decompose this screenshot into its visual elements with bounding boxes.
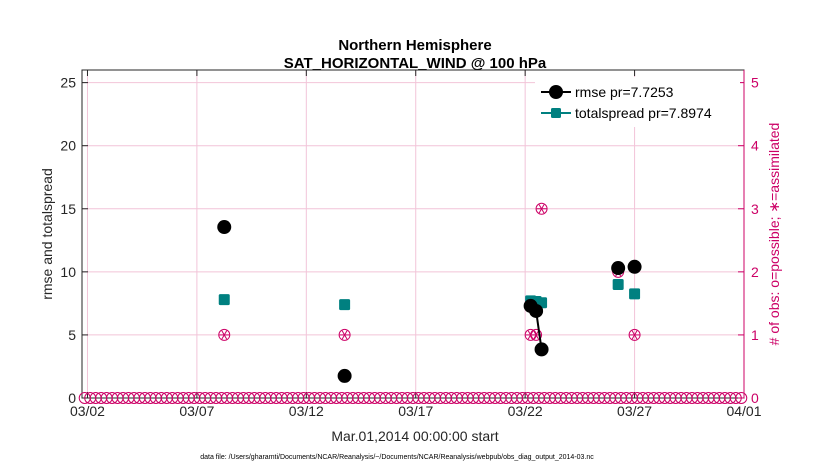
y-right-tick-label: 5 [751, 75, 759, 91]
x-axis: 03/02 03/07 03/12 03/17 03/22 03/27 04/01 [70, 70, 762, 419]
y-axis-label: rmse and totalspread [39, 168, 55, 300]
obs-assimilated-star [538, 204, 545, 214]
x-axis-label: Mar.01,2014 00:00:00 start [331, 428, 498, 444]
data-file-footnote: data file: /Users/gharamti/Documents/NCA… [200, 454, 594, 461]
legend: rmse pr=7.7253 totalspread pr=7.8974 [535, 77, 740, 127]
y-axis-right: 0 1 2 3 4 5 [738, 70, 759, 406]
y-axis-left: 0 5 10 15 20 25 [60, 75, 88, 406]
rmse-point [627, 259, 642, 274]
x-tick-label: 03/12 [289, 403, 324, 419]
obs-possible-circle [729, 392, 742, 404]
spread-point [629, 288, 641, 300]
y-right-tick-label: 1 [751, 327, 759, 343]
rmse-point [611, 261, 626, 276]
spread-point [339, 299, 351, 311]
obs-marker [218, 328, 231, 341]
obs-count-series [78, 202, 748, 404]
y-right-tick-label: 3 [751, 201, 759, 217]
x-tick-label: 04/01 [726, 403, 761, 419]
y-tick-label: 20 [60, 138, 76, 154]
obs-possible-circle [530, 328, 543, 341]
obs-marker [735, 392, 748, 404]
legend-box [535, 77, 740, 127]
x-tick-label: 03/22 [508, 403, 543, 419]
rmse-point [534, 342, 549, 357]
rmse-point [217, 220, 232, 235]
obs-marker [535, 202, 548, 215]
chart-title: Northern Hemisphere [338, 37, 491, 54]
obs-possible-circle [628, 328, 641, 341]
spread-point [218, 294, 230, 306]
obs-possible-circle [535, 202, 548, 215]
obs-assimilated-star [221, 330, 228, 340]
obs-assimilated-star [533, 330, 540, 340]
y-tick-label: 25 [60, 75, 76, 91]
y-tick-label: 5 [68, 327, 76, 343]
chart-subtitle: SAT_HORIZONTAL_WIND @ 100 hPa [284, 55, 547, 72]
legend-spread-text: totalspread pr=7.8974 [575, 105, 712, 121]
x-tick-label: 03/17 [398, 403, 433, 419]
y-right-tick-label: 4 [751, 138, 759, 154]
legend-rmse-text: rmse pr=7.7253 [575, 84, 674, 100]
y-tick-label: 0 [68, 390, 76, 406]
legend-spread-marker [551, 108, 561, 118]
y-right-tick-label: 0 [751, 390, 759, 406]
y-axis-right-label: # of obs: o=possible; ∗=assimilated [766, 123, 782, 346]
spread-point [612, 278, 624, 290]
obs-marker [338, 328, 351, 341]
legend-rmse-marker [549, 85, 563, 99]
obs-assimilated-star [341, 330, 348, 340]
y-tick-label: 15 [60, 201, 76, 217]
y-right-tick-label: 2 [751, 264, 759, 280]
obs-possible-circle [735, 392, 748, 404]
x-tick-label: 03/27 [617, 403, 652, 419]
obs-possible-circle [218, 328, 231, 341]
data-series [217, 220, 642, 383]
obs-marker [628, 328, 641, 341]
x-tick-label: 03/02 [70, 403, 105, 419]
y-tick-label: 10 [60, 264, 76, 280]
obs-possible-circle [338, 328, 351, 341]
obs-marker [729, 392, 742, 404]
obs-assimilated-star [631, 330, 638, 340]
rmse-point [529, 303, 544, 318]
x-tick-label: 03/07 [179, 403, 214, 419]
rmse-point [337, 368, 352, 383]
